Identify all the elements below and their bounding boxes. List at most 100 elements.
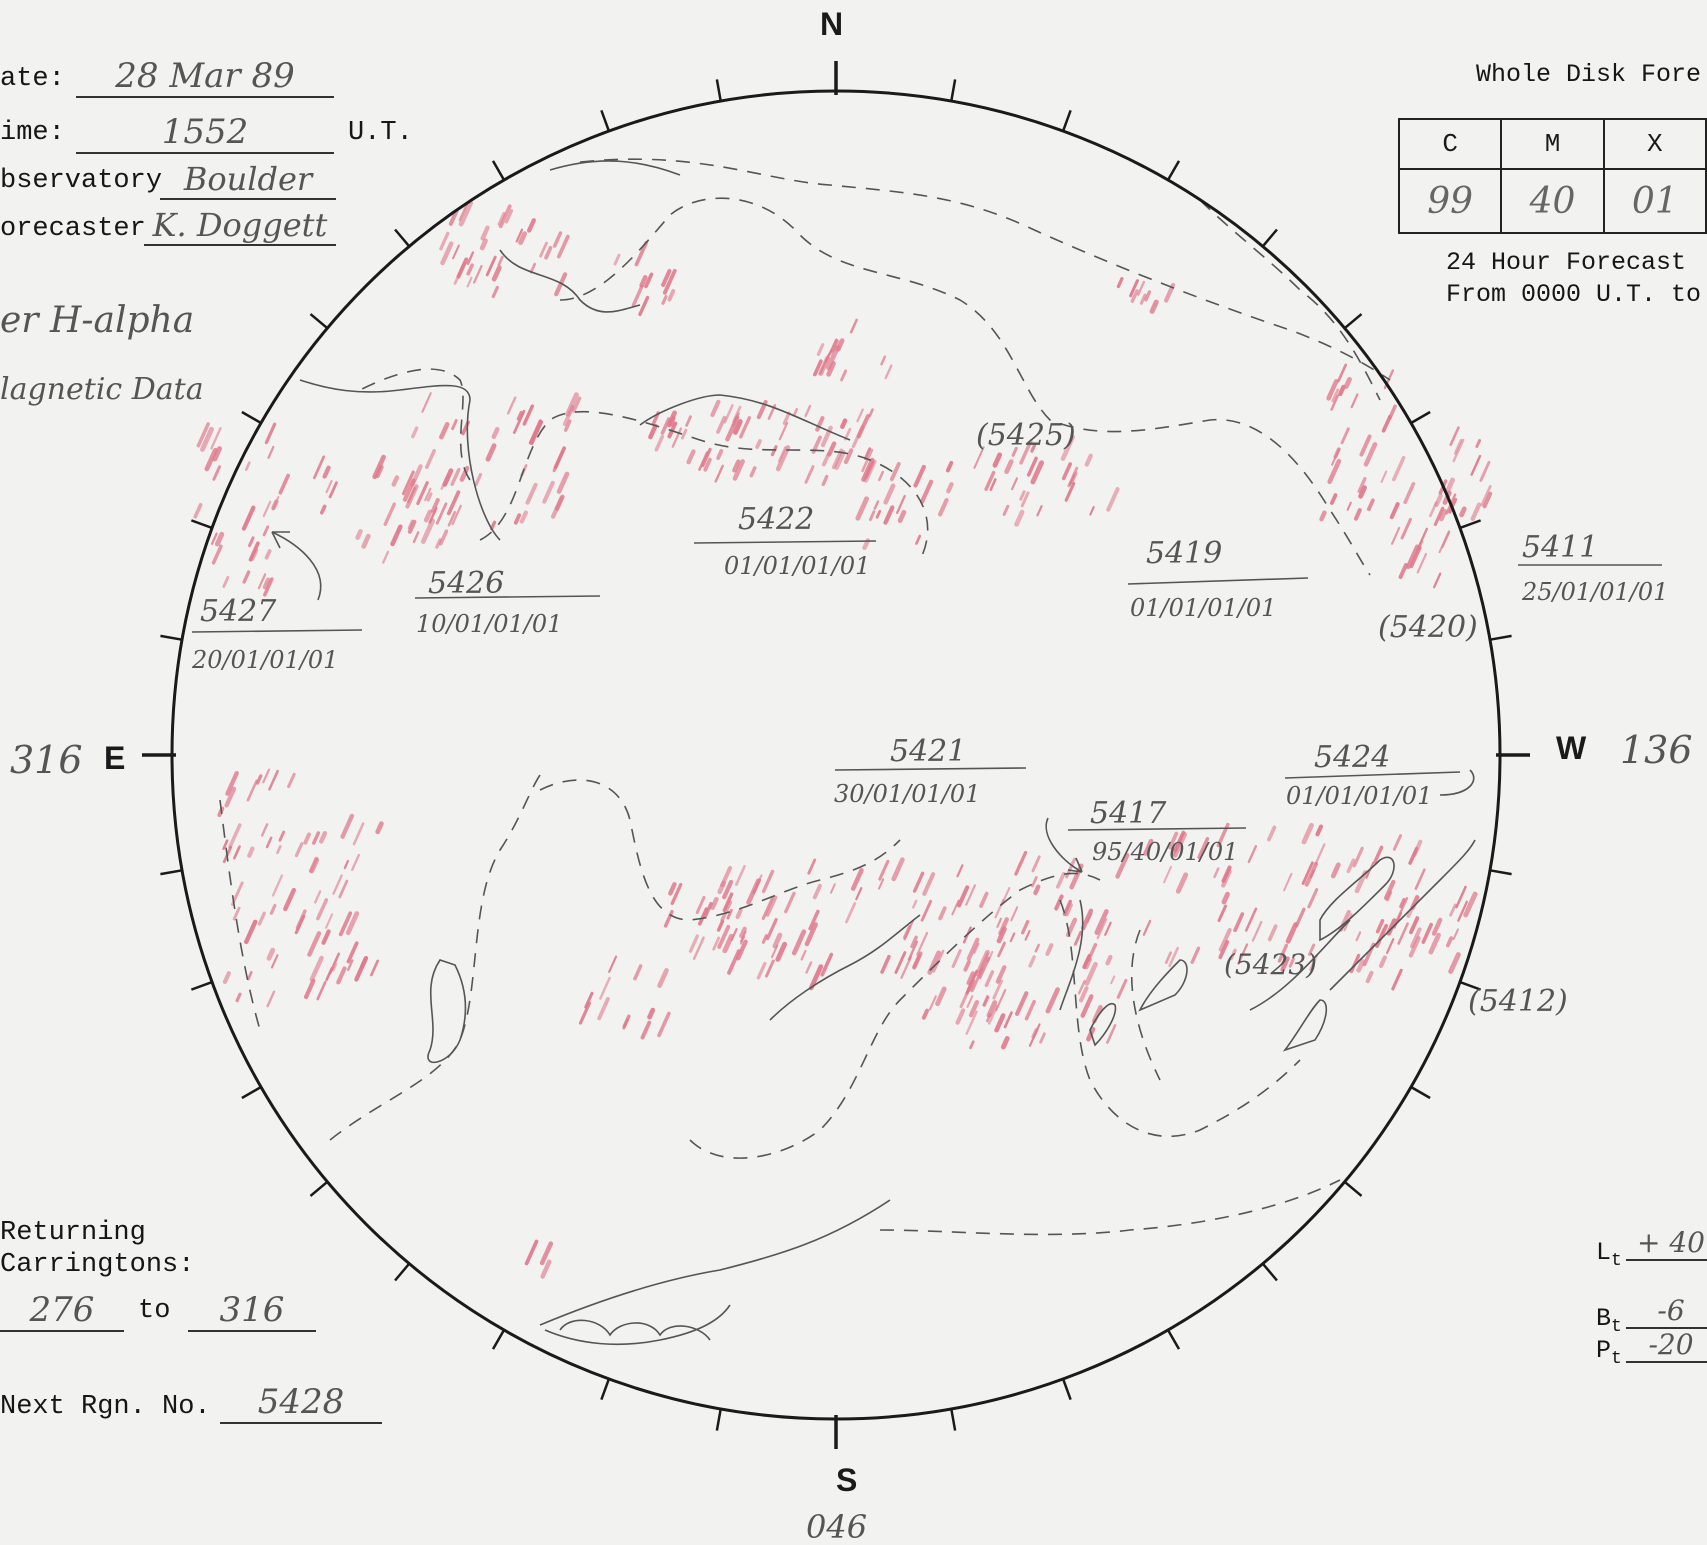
plage-stroke bbox=[843, 448, 854, 465]
plage-stroke bbox=[1356, 959, 1365, 973]
plage-stroke bbox=[995, 988, 1007, 1012]
limb-tick bbox=[160, 869, 183, 876]
plage-stroke bbox=[491, 426, 500, 440]
limb-tick bbox=[1061, 109, 1072, 132]
plage-stroke bbox=[1445, 936, 1454, 948]
plage-stroke bbox=[244, 919, 258, 945]
plage-stroke bbox=[452, 244, 460, 260]
plage-stroke bbox=[863, 447, 872, 460]
compass-west: W bbox=[1556, 730, 1587, 766]
plage-stroke bbox=[1421, 922, 1433, 944]
plage-stroke bbox=[1024, 999, 1036, 1021]
neutral-line bbox=[539, 779, 901, 921]
plage-stroke bbox=[421, 392, 432, 413]
plage-stroke bbox=[644, 272, 654, 289]
limb-tick bbox=[1459, 519, 1482, 530]
plage-stroke bbox=[850, 867, 864, 891]
limb-tick bbox=[491, 160, 506, 181]
plage-stroke bbox=[1326, 379, 1339, 401]
plage-stroke bbox=[505, 209, 514, 224]
plage-stroke bbox=[1217, 904, 1228, 923]
plage-stroke bbox=[973, 942, 980, 954]
plage-stroke bbox=[996, 917, 1003, 928]
plage-stroke bbox=[233, 846, 241, 860]
plage-stroke bbox=[1452, 438, 1465, 463]
plage-stroke bbox=[1218, 940, 1230, 960]
plage-stroke bbox=[264, 422, 277, 445]
plage-stroke bbox=[1309, 953, 1319, 971]
limb-tick bbox=[1166, 160, 1181, 181]
plage-stroke bbox=[1400, 517, 1412, 540]
plage-stroke bbox=[765, 918, 778, 941]
plage-stroke bbox=[752, 878, 762, 895]
plage-stroke bbox=[512, 409, 526, 434]
plage-stroke bbox=[260, 823, 269, 837]
plage-stroke bbox=[1172, 832, 1187, 858]
plage-stroke bbox=[1045, 943, 1054, 956]
plage-stroke bbox=[539, 241, 548, 258]
plage-stroke bbox=[318, 831, 328, 844]
plage-stroke bbox=[878, 859, 890, 881]
plage-stroke bbox=[657, 1011, 671, 1038]
plage-stroke bbox=[1285, 922, 1299, 944]
plage-stroke bbox=[685, 415, 692, 427]
region-number: 5426 bbox=[428, 566, 505, 601]
neutral-line bbox=[329, 774, 541, 1141]
plage-stroke bbox=[951, 949, 962, 969]
region-code: 01/01/01/01 bbox=[1130, 594, 1277, 622]
neutral-line bbox=[559, 197, 1371, 576]
bracketed-region: (5412) bbox=[1468, 984, 1568, 1019]
plage-stroke bbox=[1039, 1032, 1046, 1044]
plage-stroke bbox=[868, 408, 874, 418]
plage-stroke bbox=[1429, 501, 1438, 518]
region-code: 10/01/01/01 bbox=[416, 610, 563, 638]
forecast-value-x: 01 bbox=[1602, 168, 1707, 234]
plage-stroke bbox=[1301, 822, 1314, 845]
plage-stroke bbox=[1002, 504, 1010, 516]
plage-stroke bbox=[855, 496, 870, 521]
region-number: 5422 bbox=[738, 502, 815, 537]
plage-stroke bbox=[1309, 869, 1316, 879]
plage-stroke bbox=[717, 880, 727, 895]
plage-stroke bbox=[861, 457, 875, 482]
plage-stroke bbox=[491, 285, 499, 299]
plage-stroke bbox=[456, 257, 469, 279]
plage-stroke bbox=[466, 251, 475, 265]
plage-stroke bbox=[661, 294, 668, 305]
plage-stroke bbox=[749, 466, 757, 478]
west-longitude: 136 bbox=[1620, 728, 1693, 772]
filament bbox=[1059, 899, 1084, 1011]
plage-stroke bbox=[210, 532, 218, 545]
plage-stroke bbox=[266, 990, 276, 1008]
forecast-footer-1: 24 Hour Forecast bbox=[1446, 248, 1687, 277]
filament bbox=[1282, 999, 1328, 1052]
plage-stroke bbox=[688, 934, 700, 953]
plage-stroke bbox=[983, 996, 990, 1007]
plage-stroke bbox=[667, 289, 676, 302]
plage-stroke bbox=[473, 264, 483, 284]
plage-stroke bbox=[1004, 459, 1014, 475]
plage-stroke bbox=[485, 255, 497, 277]
filament bbox=[544, 1304, 731, 1346]
plage-stroke bbox=[1084, 453, 1093, 467]
plage-stroke bbox=[808, 964, 824, 991]
plage-stroke bbox=[1475, 439, 1482, 448]
plage-stroke bbox=[248, 541, 260, 562]
plage-stroke bbox=[826, 361, 836, 377]
plage-stroke bbox=[720, 900, 733, 922]
plage-stroke bbox=[423, 509, 433, 523]
plage-stroke bbox=[1366, 498, 1375, 512]
region-number: 5424 bbox=[1314, 740, 1391, 775]
region-code: 20/01/01/01 bbox=[192, 646, 339, 674]
plage-stroke bbox=[287, 772, 296, 789]
plage-stroke bbox=[903, 925, 912, 940]
forecast-header-m: M bbox=[1500, 118, 1605, 170]
plage-stroke bbox=[1373, 845, 1384, 864]
plage-stroke bbox=[765, 959, 775, 978]
plage-stroke bbox=[1482, 491, 1493, 509]
plage-stroke bbox=[1086, 912, 1093, 923]
plage-stroke bbox=[883, 505, 895, 525]
filament bbox=[299, 379, 501, 541]
plage-stroke bbox=[1470, 454, 1482, 476]
plage-stroke bbox=[1003, 1011, 1013, 1029]
